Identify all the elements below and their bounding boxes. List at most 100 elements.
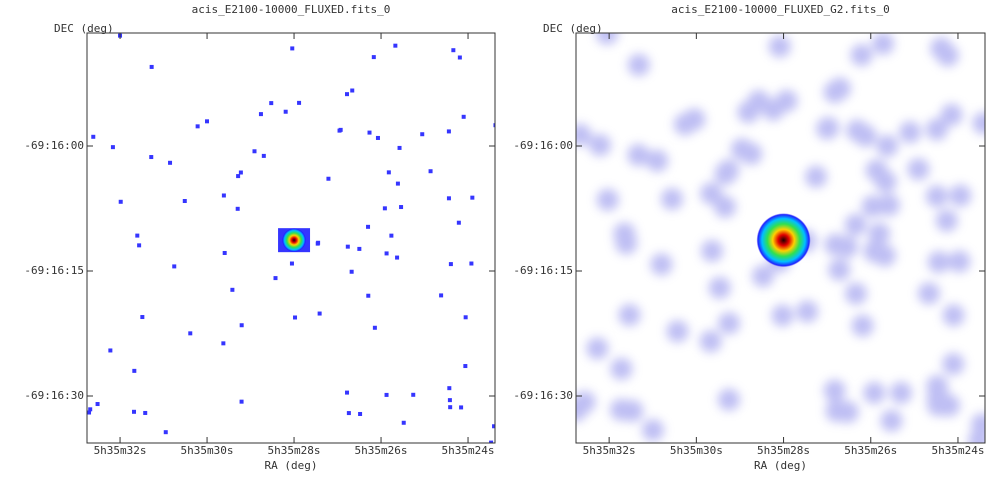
y-tick-label: -69:16:15: [24, 264, 84, 277]
smoothed-blob: [588, 134, 611, 157]
photon-pixel: [493, 123, 495, 128]
smoothed-blob: [730, 138, 753, 161]
smoothed-blob: [907, 158, 930, 181]
photon-pixel: [411, 392, 416, 397]
x-axis-label: RA (deg): [265, 459, 318, 472]
photon-pixel: [489, 440, 494, 443]
photon-pixel: [290, 46, 295, 51]
photon-pixel: [118, 199, 123, 204]
photon-pixel: [384, 392, 389, 397]
photon-pixel: [393, 43, 398, 48]
photon-pixel: [448, 262, 453, 267]
photon-pixel: [269, 101, 274, 106]
photon-pixel: [395, 181, 400, 186]
photon-pixel: [420, 132, 425, 137]
photon-pixel: [371, 55, 376, 60]
x-tick-label: 5h35m32s: [583, 444, 636, 457]
smoothed-blob: [917, 282, 940, 305]
smoothed-blob: [874, 170, 897, 193]
photon-pixel: [283, 109, 288, 114]
smoothed-blob: [940, 103, 963, 126]
smoothed-blob: [851, 314, 874, 337]
photon-pixel: [358, 411, 363, 416]
smoothed-blob: [650, 253, 673, 276]
smoothed-blob: [828, 77, 851, 100]
smoothed-blob: [714, 163, 737, 186]
chart-title: acis_E2100-10000_FLUXED_G2.fits_0: [671, 3, 890, 16]
smoothed-blob: [586, 337, 609, 360]
photon-pixel: [382, 206, 387, 211]
x-axis-label: RA (deg): [754, 459, 807, 472]
photon-pixel: [239, 399, 244, 404]
photon-pixel: [492, 424, 495, 429]
smoothed-blob: [596, 188, 619, 211]
photon-pixel: [91, 134, 96, 139]
photon-pixel: [317, 311, 322, 316]
photon-pixel: [316, 240, 321, 245]
photon-pixel: [366, 293, 371, 298]
photon-pixel: [399, 205, 404, 210]
smoothed-blob: [890, 381, 913, 404]
photon-pixel: [469, 261, 474, 266]
smoothed-blob: [751, 265, 774, 288]
x-tick-label: 5h35m26s: [355, 444, 408, 457]
smoothed-blob: [899, 121, 922, 144]
smoothed-blob: [942, 304, 965, 327]
x-tick-label: 5h35m28s: [757, 444, 810, 457]
photon-pixel: [463, 364, 468, 369]
smoothed-blob: [846, 119, 869, 142]
smoothed-blob: [576, 123, 592, 146]
x-tick-label: 5h35m24s: [442, 444, 495, 457]
photon-pixel: [326, 176, 331, 181]
smoothed-blob: [972, 112, 985, 135]
photon-pixel: [401, 420, 406, 425]
smoothed-blob: [927, 394, 950, 417]
photon-pixel: [236, 174, 241, 179]
y-tick-label: -69:16:15: [513, 264, 573, 277]
smoothed-blob: [877, 194, 900, 217]
photon-pixel: [143, 410, 148, 415]
photon-pixel: [88, 407, 93, 412]
smoothed-blob: [646, 149, 669, 172]
photon-pixel: [95, 402, 100, 407]
smoothed-blob: [863, 381, 886, 404]
x-tick-label: 5h35m26s: [844, 444, 897, 457]
photon-pixel: [222, 250, 227, 255]
smoothed-blob: [701, 239, 724, 262]
smoothed-blob: [700, 182, 723, 205]
photon-pixel: [349, 269, 354, 274]
photon-pixel: [195, 124, 200, 129]
photon-pixel: [446, 129, 451, 134]
smoothed-blob: [661, 188, 684, 211]
photon-pixel: [338, 127, 343, 132]
photon-pixel: [221, 341, 226, 346]
smoothed-blob: [927, 251, 950, 274]
smoothed-blob: [714, 195, 737, 218]
photon-pixel: [345, 92, 350, 97]
photon-pixel: [149, 155, 154, 160]
photon-pixel: [357, 246, 362, 251]
photon-pixel: [372, 325, 377, 330]
photon-pixel: [221, 193, 226, 198]
photon-pixel: [205, 119, 210, 124]
photon-pixel: [446, 196, 451, 201]
photon-pixel: [461, 114, 466, 119]
x-tick-label: 5h35m30s: [181, 444, 234, 457]
smoothed-blob: [825, 400, 848, 423]
photon-pixel: [448, 405, 453, 410]
smoothed-blob: [618, 304, 641, 327]
smoothed-blob: [576, 391, 596, 414]
smoothed-blob: [925, 118, 948, 141]
y-axis-label: DEC (deg): [543, 22, 603, 35]
smoothed-blob: [796, 300, 819, 323]
photon-pixel: [149, 64, 154, 69]
photon-pixel: [108, 348, 113, 353]
photon-pixel: [87, 410, 92, 415]
smoothed-blob: [868, 222, 891, 245]
photon-pixel: [395, 255, 400, 260]
photon-pixel: [366, 224, 371, 229]
photon-pixel: [182, 199, 187, 204]
smoothed-blob: [935, 209, 958, 232]
photon-pixel: [258, 112, 263, 117]
photon-pixel: [289, 261, 294, 266]
